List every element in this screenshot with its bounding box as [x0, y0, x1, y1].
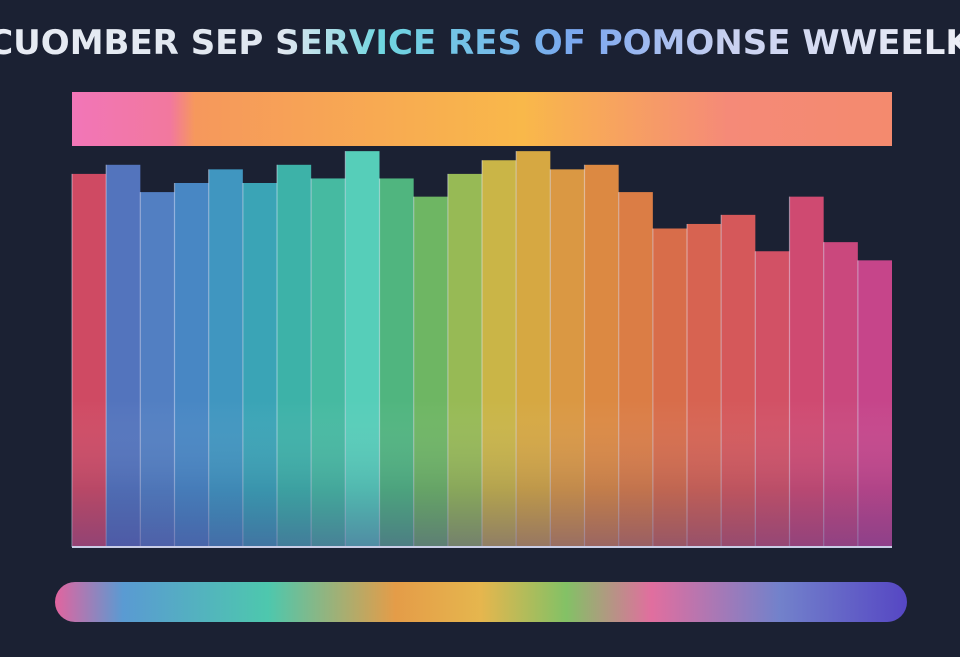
header-band [72, 92, 892, 146]
legend-bar [55, 582, 907, 622]
shade [72, 400, 892, 547]
chart-title: CUOMBER SEP SERVICE RES OF POMONSE WWEEL… [0, 23, 960, 63]
